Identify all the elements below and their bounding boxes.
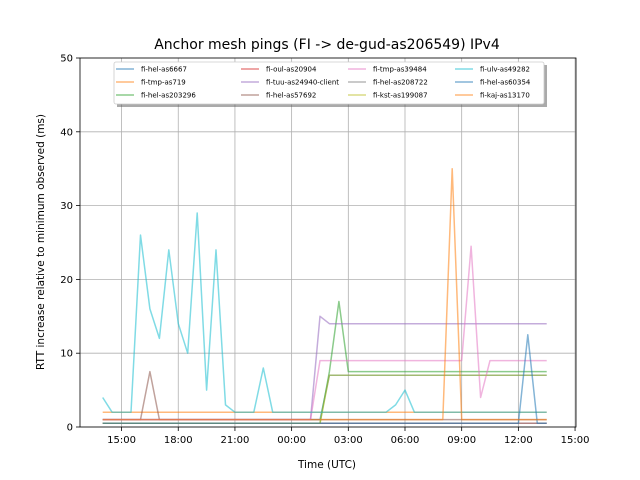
x-axis-ticks: 15:00 18:00 21:00 00:00 03:00 06:00 09:00 12:00… xyxy=(107,427,589,446)
legend-entry: fi-hel-as6667 xyxy=(141,66,187,74)
legend-entry: fi-kaj-as13170 xyxy=(480,92,530,100)
chart-title: Anchor mesh pings (FI -> de-gud-as206549… xyxy=(154,37,500,53)
x-tick-label: 09:00 xyxy=(447,435,476,446)
series-lines xyxy=(102,167,547,425)
series-line-fi-hel-as60354 xyxy=(102,334,547,425)
legend-entry: fi-hel-as208722 xyxy=(373,79,428,87)
x-tick-label: 15:00 xyxy=(561,435,590,446)
y-tick-label: 10 xyxy=(60,349,73,360)
series-line-fi-ulv-as49282 xyxy=(102,212,547,413)
legend-entry: fi-hel-as57692 xyxy=(266,92,316,100)
x-tick-label: 21:00 xyxy=(221,435,250,446)
y-tick-label: 50 xyxy=(60,54,73,65)
legend-entry: fi-hel-as60354 xyxy=(480,79,531,87)
legend-entry: fi-hel-as203296 xyxy=(141,92,196,100)
x-tick-label: 15:00 xyxy=(107,435,136,446)
y-tick-label: 20 xyxy=(60,275,73,286)
x-tick-label: 06:00 xyxy=(391,435,420,446)
y-tick-label: 40 xyxy=(60,127,73,138)
series-line-fi-kaj-as13170 xyxy=(102,167,547,421)
plot-frame xyxy=(79,57,577,428)
y-axis-ticks: 0 10 20 30 40 50 xyxy=(60,54,80,434)
legend-entry: fi-ulv-as49282 xyxy=(480,66,530,74)
x-tick-label: 12:00 xyxy=(504,435,533,446)
legend-entry: fi-tmp-as719 xyxy=(141,79,186,87)
x-tick-label: 03:00 xyxy=(334,435,363,446)
legend-entry: fi-tuu-as24940-client xyxy=(266,79,339,87)
y-tick-label: 0 xyxy=(67,423,73,434)
legend-entry: fi-kst-as199087 xyxy=(373,92,428,100)
legend: fi-hel-as6667 fi-tmp-as719 fi-hel-as203296… xyxy=(113,61,547,107)
y-tick-label: 30 xyxy=(60,201,73,212)
x-axis-label: Time (UTC) xyxy=(297,459,356,471)
x-tick-label: 00:00 xyxy=(277,435,306,446)
legend-entry: fi-oul-as20904 xyxy=(266,66,317,74)
y-axis-label: RTT increase relative to minimum observe… xyxy=(35,114,47,370)
legend-entry: fi-tmp-as39484 xyxy=(373,66,427,74)
legend-box xyxy=(113,61,545,105)
x-tick-label: 18:00 xyxy=(164,435,193,446)
